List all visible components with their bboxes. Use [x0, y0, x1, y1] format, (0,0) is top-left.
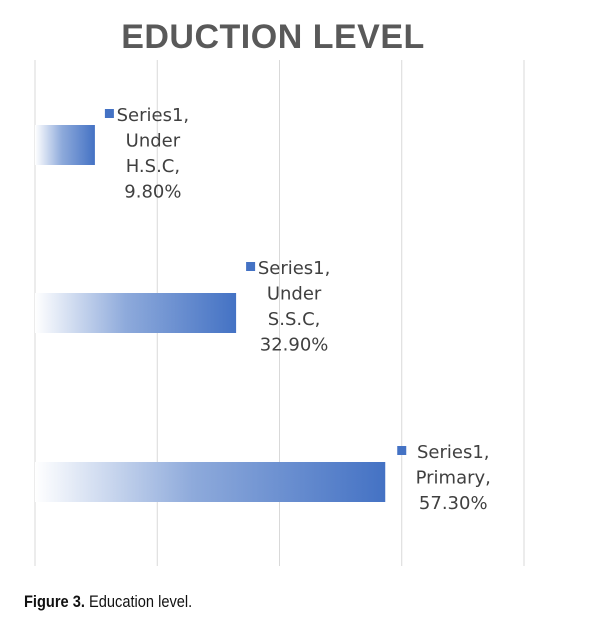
label-marker [246, 262, 256, 271]
data-label: Series1, Under S.S.C, 32.90% [258, 258, 331, 356]
chart-title: EDUCTION LEVEL [121, 18, 425, 56]
figure-caption: Figure 3. Education level. [24, 592, 192, 612]
bar-under-h-s-c [35, 125, 95, 165]
bar-primary [35, 462, 386, 502]
caption-text: Education level. [89, 592, 193, 611]
caption-label: Figure 3. [24, 592, 85, 611]
bars [35, 125, 386, 502]
data-labels: Series1, Under H.S.C, 9.80% Series1, Under S.S… [104, 105, 491, 514]
data-label: Series1, Under H.S.C, 9.80% [117, 105, 190, 203]
bar-under-s-s-c [35, 293, 237, 333]
data-label: Series1, Primary, 57.30% [416, 442, 491, 514]
label-marker [104, 109, 114, 118]
label-marker [397, 446, 407, 455]
chart: EDUCTION LEVEL Series1, Under H.S.C, 9.80%S… [34, 18, 525, 566]
